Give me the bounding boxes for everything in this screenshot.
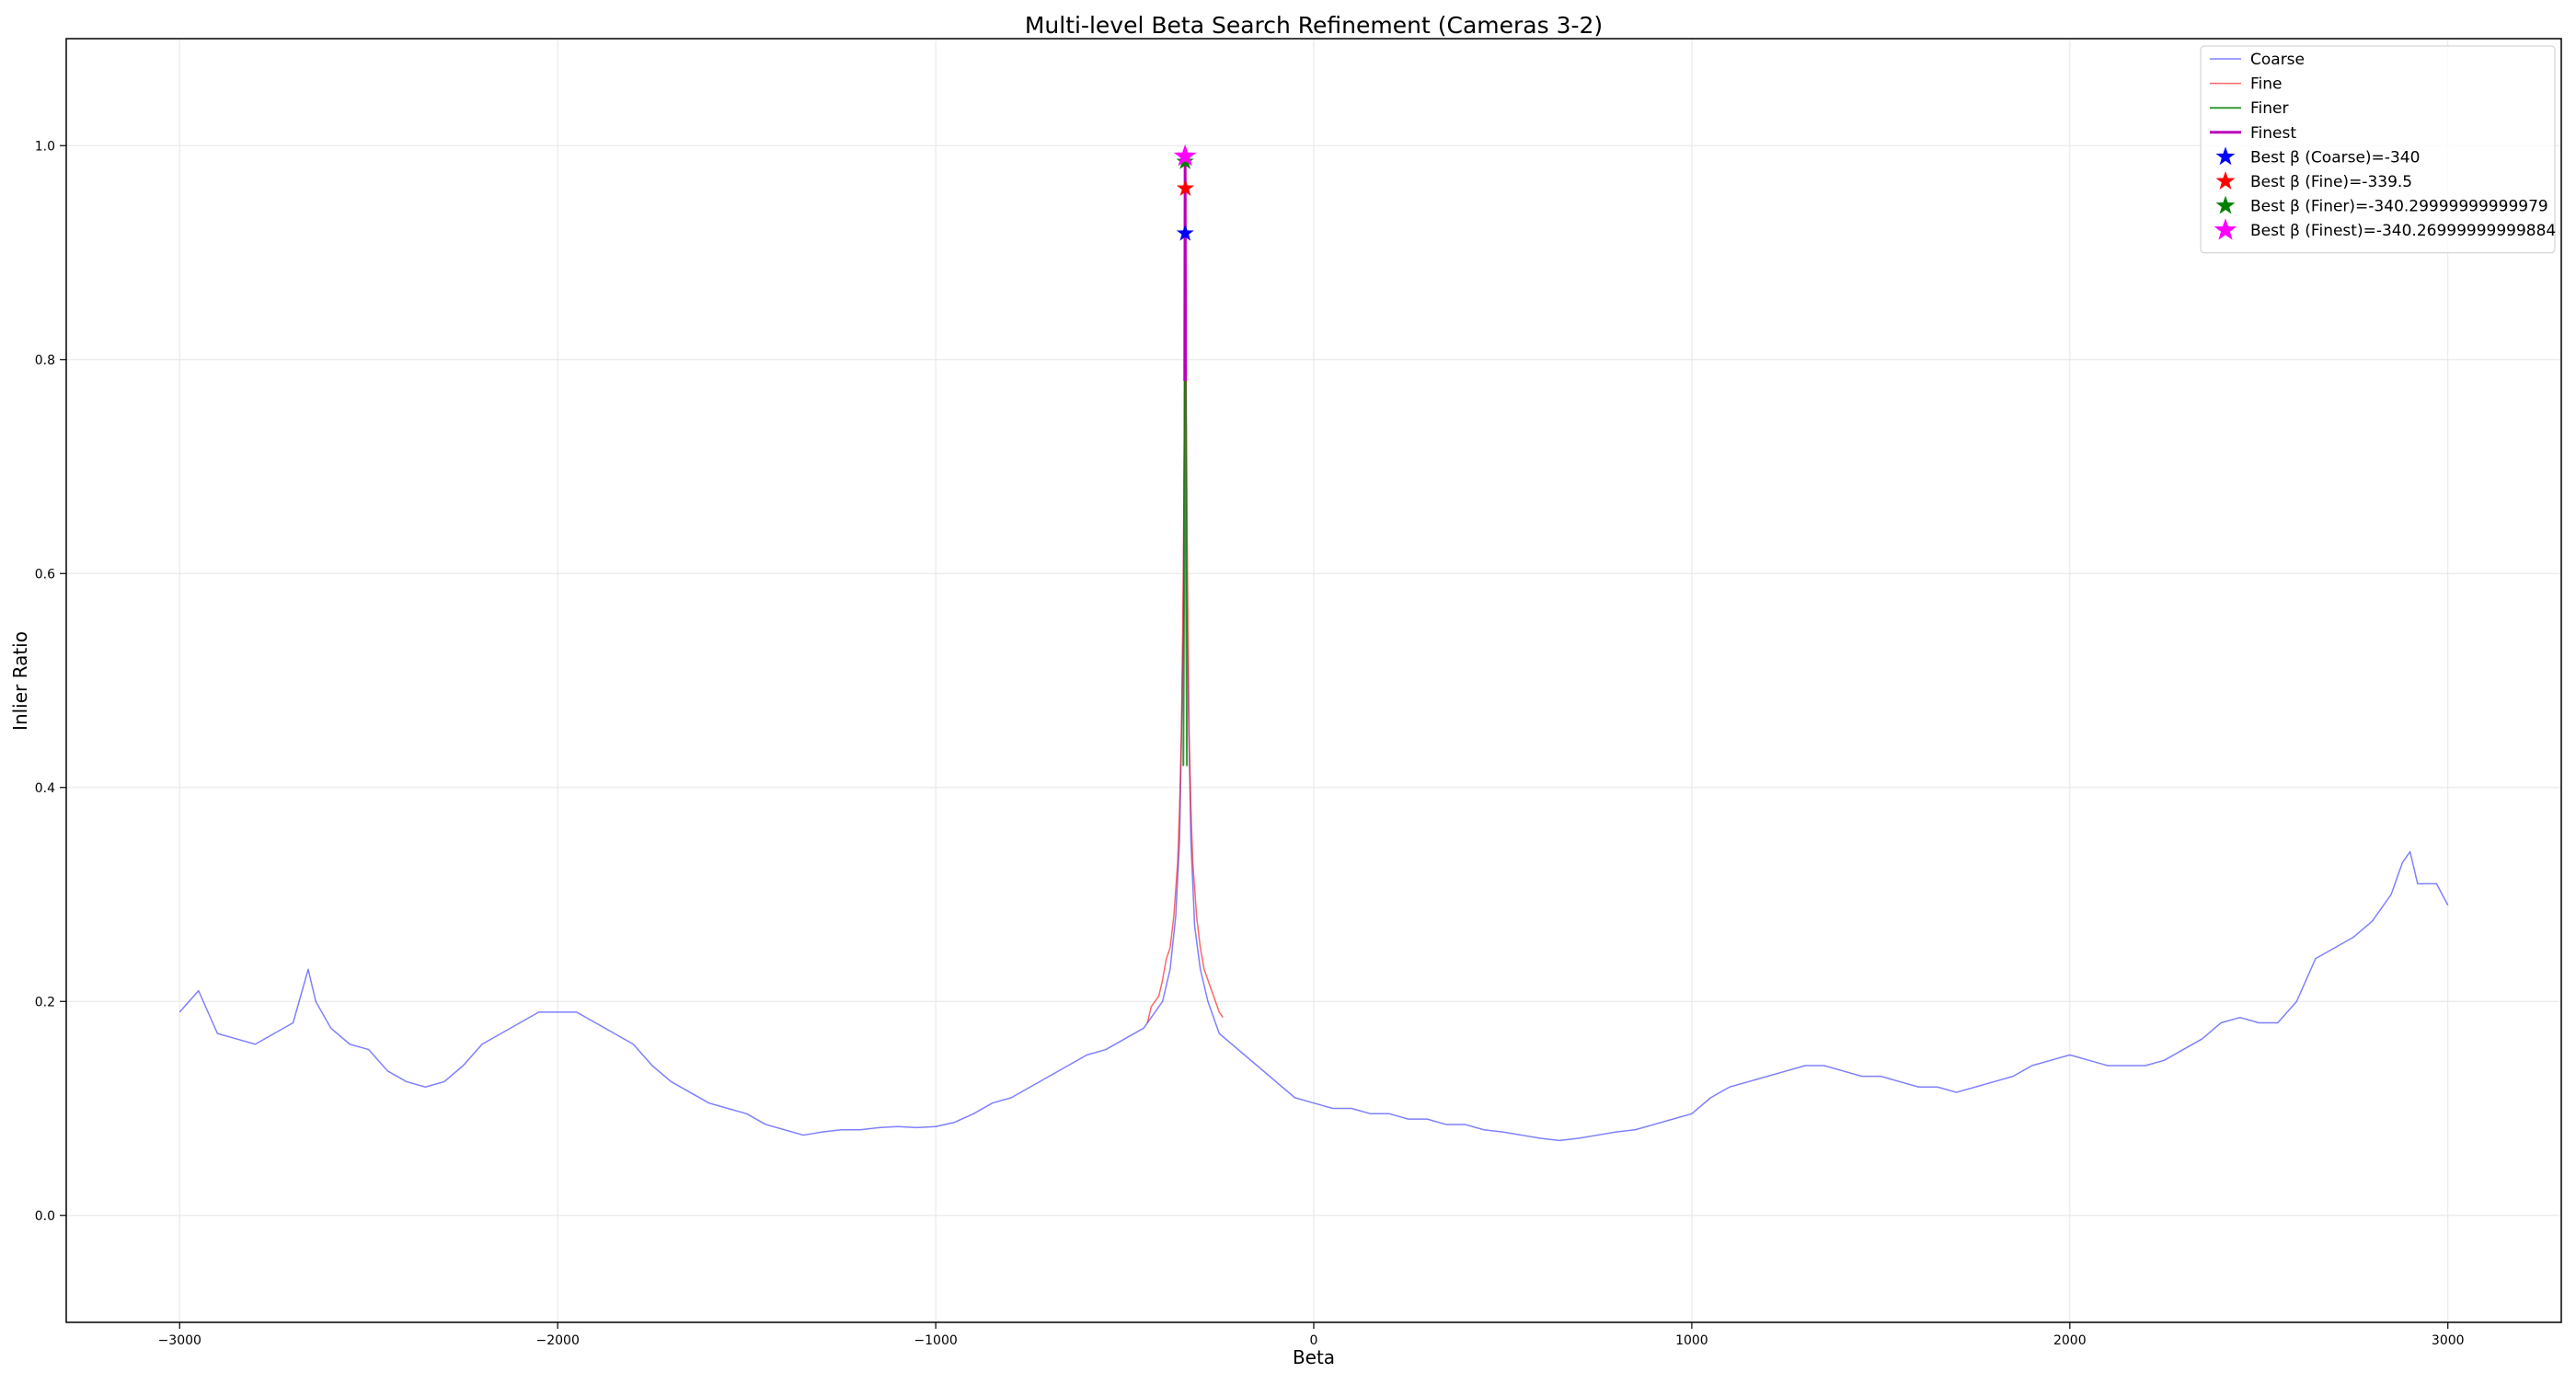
legend-label: Finer	[2250, 99, 2289, 118]
series-line-coarse	[178, 232, 2449, 1142]
x-axis-label: Beta	[1293, 1346, 1335, 1368]
best-marker-1	[1176, 179, 1195, 196]
y-tick-label: 0.6	[35, 567, 55, 582]
best-marker-0	[1176, 224, 1194, 241]
x-tick-label: 1000	[1675, 1333, 1708, 1348]
y-tick-label: 0.8	[35, 353, 55, 368]
x-axis: −3000 −2000 −1000 0 1000 2000 3000	[158, 1322, 2465, 1348]
x-tick-label: −1000	[914, 1333, 957, 1348]
best-marker-3	[1173, 144, 1197, 167]
x-tick-label: 2000	[2053, 1333, 2087, 1348]
legend: Coarse Fine Finer Finest Best β (Coarse)=-34…	[2200, 45, 2556, 254]
y-axis: 0.0 0.2 0.4 0.6 0.8 1.0	[35, 139, 66, 1224]
legend-star-2	[2215, 195, 2236, 214]
y-tick-label: 0.2	[35, 995, 55, 1009]
plot-area	[178, 144, 2449, 1142]
chart-title: Multi-level Beta Search Refinement (Came…	[1025, 12, 1603, 39]
legend-label: Best β (Coarse)=-340	[2250, 148, 2420, 167]
x-tick-label: 0	[1310, 1333, 1318, 1348]
grid	[66, 39, 2561, 1322]
x-tick-label: 3000	[2432, 1333, 2465, 1348]
legend-star-0	[2215, 146, 2236, 166]
y-tick-label: 0.4	[35, 781, 55, 796]
legend-frame	[2200, 45, 2556, 254]
y-tick-label: 1.0	[35, 139, 55, 154]
legend-star-1	[2215, 171, 2236, 190]
legend-label: Fine	[2250, 75, 2283, 94]
y-axis-label: Inlier Ratio	[9, 631, 31, 731]
x-tick-label: −3000	[158, 1333, 201, 1348]
x-tick-label: −2000	[536, 1333, 580, 1348]
legend-label: Best β (Finest)=-340.26999999999884	[2250, 222, 2556, 240]
legend-label: Finest	[2250, 124, 2296, 143]
legend-label: Best β (Finer)=-340.29999999999979	[2250, 198, 2548, 216]
y-tick-label: 0.0	[35, 1209, 55, 1224]
legend-star-3	[2214, 218, 2237, 240]
legend-label: Coarse	[2250, 51, 2305, 69]
legend-label: Best β (Fine)=-339.5	[2250, 173, 2412, 191]
